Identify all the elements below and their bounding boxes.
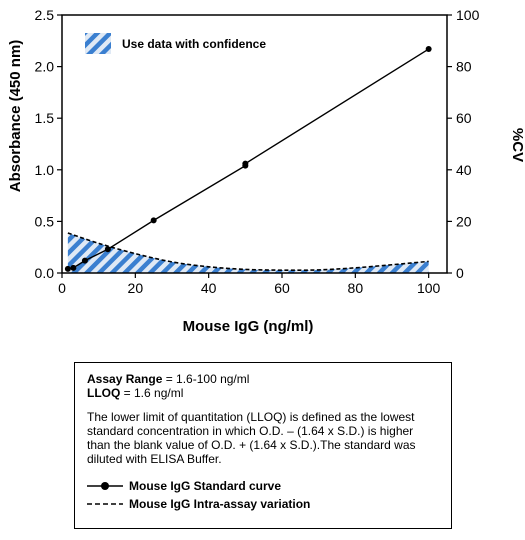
chart: 0 20 40 60 80 100 0.0 0.5 1.0 1.5 2.0 2.5 0 20 40 60 80 1…	[7, 7, 525, 335]
y-tick-label-4: 2.0	[35, 59, 55, 75]
standard-curve-point-6	[242, 160, 249, 167]
standard-curve-point-7	[425, 46, 432, 53]
standard-curve-point-0	[64, 265, 71, 272]
y-axis-title: Absorbance (450 nm)	[7, 40, 24, 193]
y2-tick-label-100: 100	[456, 7, 480, 23]
info-box: Assay Range = 1.6-100 ng/ml LLOQ = 1.6 n…	[74, 362, 452, 529]
legend: Mouse IgG Standard curve Mouse IgG Intra…	[87, 478, 439, 512]
x-tick-label-20: 20	[128, 280, 144, 296]
y2-tick-label-20: 20	[456, 213, 472, 229]
legend-label-standard-curve: Mouse IgG Standard curve	[129, 479, 282, 493]
lloq-description: The lower limit of quantitation (LLOQ) i…	[87, 410, 416, 466]
lloq-label: LLOQ	[87, 386, 121, 400]
y-tick-label-2: 1.0	[35, 162, 55, 178]
legend-item-intra-assay: Mouse IgG Intra-assay variation	[87, 496, 439, 512]
assay-range-row: Assay Range = 1.6-100 ng/ml	[87, 372, 439, 386]
standard-curve-point-1	[70, 264, 77, 271]
legend-label-intra-assay: Mouse IgG Intra-assay variation	[129, 497, 311, 511]
x-tick-label-60: 60	[274, 280, 290, 296]
lloq-row: LLOQ = 1.6 ng/ml	[87, 386, 439, 400]
x-tick-label-80: 80	[348, 280, 364, 296]
plot-frame	[61, 14, 448, 274]
cv-line	[67, 232, 429, 272]
standard-curve-point-4	[150, 217, 157, 224]
standard-curve-point-3	[104, 246, 111, 253]
standard-curve-line	[67, 48, 430, 270]
solid-line-marker-icon	[87, 482, 123, 490]
assay-range-label: Assay Range	[87, 372, 163, 386]
y2-tick-label-40: 40	[456, 162, 472, 178]
y2-axis-title: %CV	[509, 128, 525, 162]
x-tick-label-0: 0	[58, 280, 66, 296]
plot-area: 0 20 40 60 80 100 0.0 0.5 1.0 1.5 2.0 2.5 0 20 40 60 80 1…	[35, 7, 480, 296]
y2-tick-label-0: 0	[456, 265, 464, 281]
cv-area	[67, 233, 429, 273]
x-axis-title: Mouse IgG (ng/ml)	[183, 318, 314, 335]
y-tick-label-1: 0.5	[35, 213, 55, 229]
y2-tick-label-80: 80	[456, 59, 472, 75]
standard-curve-point-2	[81, 257, 88, 264]
assay-range-value: = 1.6-100 ng/ml	[162, 372, 250, 386]
x-tick-label-40: 40	[201, 280, 217, 296]
y2-tick-label-60: 60	[456, 110, 472, 126]
x-tick-label-100: 100	[417, 280, 441, 296]
legend-item-standard-curve: Mouse IgG Standard curve	[87, 478, 439, 494]
legend-confidence-label: Use data with confidence	[122, 37, 266, 51]
legend-hatch-swatch	[85, 33, 111, 54]
y-tick-label-3: 1.5	[35, 110, 55, 126]
dashed-line-icon	[87, 503, 123, 505]
lloq-value: = 1.6 ng/ml	[120, 386, 184, 400]
y-tick-label-5: 2.5	[35, 7, 55, 23]
y-tick-label-0: 0.0	[35, 265, 55, 281]
